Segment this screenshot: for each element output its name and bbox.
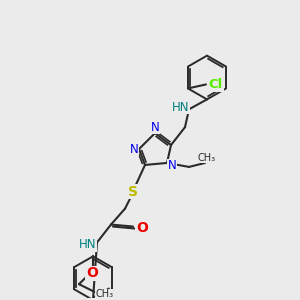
Text: Cl: Cl: [209, 78, 223, 91]
Text: N: N: [151, 121, 159, 134]
Text: N: N: [130, 142, 138, 155]
Text: CH₃: CH₃: [96, 289, 114, 299]
Text: O: O: [136, 220, 148, 235]
Text: S: S: [128, 185, 138, 199]
Text: HN: HN: [172, 101, 190, 114]
Text: O: O: [86, 266, 98, 280]
Text: N: N: [168, 159, 176, 172]
Text: CH₃: CH₃: [198, 153, 216, 163]
Text: HN: HN: [79, 238, 97, 251]
